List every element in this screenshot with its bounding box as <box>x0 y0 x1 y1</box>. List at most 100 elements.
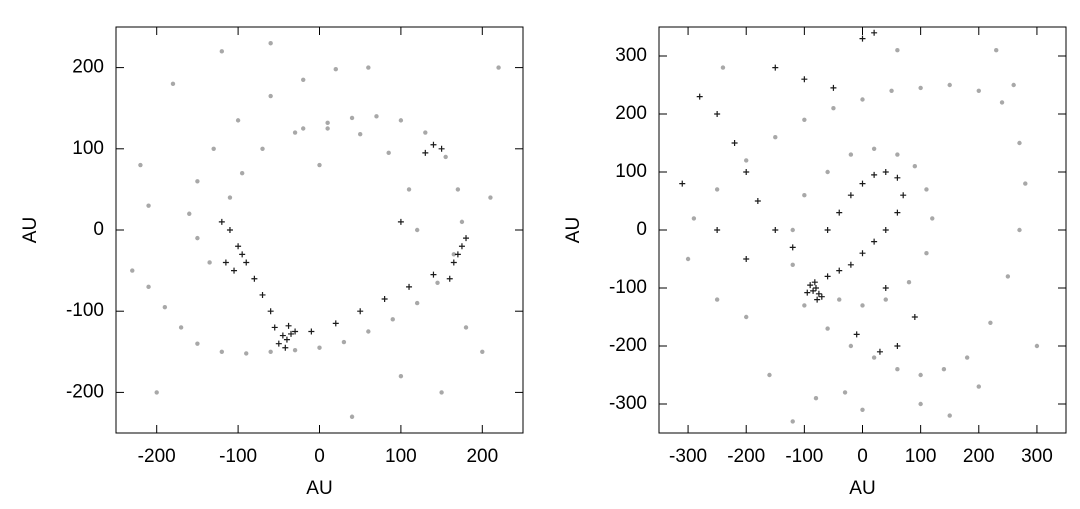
particle-dot <box>906 280 912 285</box>
particle-cross <box>454 251 461 258</box>
particle-dot <box>317 162 322 168</box>
particle-dot <box>813 396 819 401</box>
particle-cross <box>882 285 889 291</box>
particle-cross <box>894 174 901 181</box>
particle-dot <box>744 158 749 163</box>
particle-cross <box>818 293 825 300</box>
particle-dot <box>301 126 306 131</box>
y-tick-label: 200 <box>615 103 647 124</box>
particle-cross <box>450 259 457 266</box>
particle-cross <box>292 328 299 335</box>
particle-cross <box>308 328 315 335</box>
particle-cross <box>894 343 901 349</box>
particle-dot <box>154 390 159 395</box>
particle-cross <box>283 336 290 343</box>
particle-dot <box>941 367 947 372</box>
particle-dot <box>211 146 216 151</box>
particle-dot <box>317 345 322 350</box>
x-tick-label: -100 <box>219 446 257 467</box>
particle-dot <box>414 227 420 233</box>
particle-cross <box>267 308 274 315</box>
y-tick-label: -300 <box>609 393 647 414</box>
particle-cross <box>807 282 814 289</box>
particle-cross <box>772 64 779 71</box>
particle-dot <box>325 120 330 126</box>
particle-cross <box>847 192 854 199</box>
particle-dot <box>825 326 830 331</box>
particle-dot <box>207 260 212 265</box>
particle-cross <box>259 291 266 298</box>
particle-cross <box>900 192 907 199</box>
particle-dot <box>918 401 923 407</box>
particle-dot <box>837 297 842 302</box>
particle-cross <box>430 141 437 148</box>
particle-dot <box>349 414 355 419</box>
particle-dot <box>860 97 865 102</box>
particle-dot <box>999 100 1005 105</box>
particle-dot <box>1011 82 1016 88</box>
particle-dot <box>924 187 929 192</box>
particle-dot <box>406 187 412 192</box>
particle-dot <box>244 351 249 356</box>
particle-cross <box>285 322 292 329</box>
particle-dot <box>1017 227 1022 233</box>
particle-cross <box>804 289 811 296</box>
particle-cross <box>271 324 278 331</box>
particle-dot <box>187 211 192 216</box>
particle-dot <box>488 195 493 200</box>
particle-dot <box>976 384 981 389</box>
particle-dot <box>398 373 404 379</box>
particle-cross <box>815 290 822 297</box>
particle-dot <box>825 169 830 175</box>
y-tick-label: -200 <box>609 335 647 356</box>
particle-cross <box>853 331 860 338</box>
particle-cross <box>811 279 818 286</box>
plot-area <box>115 26 524 434</box>
particle-dot <box>455 187 461 192</box>
particle-dot <box>333 67 338 72</box>
particle-dot <box>260 146 265 151</box>
particle-dot <box>292 130 298 135</box>
x-tick-label: 300 <box>1021 446 1053 467</box>
particle-dot <box>398 118 404 123</box>
particle-dot <box>219 49 225 54</box>
particle-cross <box>836 209 843 216</box>
particle-dot <box>988 320 993 325</box>
particle-dot <box>714 187 720 192</box>
particle-cross <box>239 251 246 258</box>
particle-dot <box>496 65 501 70</box>
particle-dot <box>860 303 865 308</box>
particle-dot <box>130 268 135 273</box>
particle-cross <box>235 243 242 250</box>
particle-dot <box>443 154 448 160</box>
particle-dot <box>744 314 749 320</box>
particle-cross <box>859 180 866 187</box>
particle-cross <box>882 169 889 175</box>
particle-cross <box>871 238 878 245</box>
particle-dot <box>1023 181 1028 186</box>
particle-dot <box>366 329 371 334</box>
particle-cross <box>251 275 258 282</box>
y-axis-label: AU <box>563 217 584 243</box>
particle-dot <box>848 343 854 349</box>
particle-dot <box>895 152 900 157</box>
particle-dot <box>235 118 241 123</box>
particle-cross <box>810 287 817 294</box>
particle-dot <box>146 203 151 208</box>
x-tick-label: 100 <box>905 446 937 467</box>
particle-cross <box>430 271 437 278</box>
y-tick-label: 200 <box>72 57 104 78</box>
particle-cross <box>743 169 750 175</box>
y-tick-label: 300 <box>615 45 647 66</box>
particle-cross <box>814 296 821 303</box>
particle-dot <box>1034 343 1040 349</box>
particle-cross <box>731 140 738 146</box>
particle-dot <box>414 300 420 306</box>
x-tick-label: -300 <box>669 446 707 467</box>
particle-cross <box>222 259 229 266</box>
particle-cross <box>275 340 282 347</box>
particle-dot <box>860 407 865 412</box>
particle-dot <box>301 77 306 82</box>
particle-dot <box>423 130 428 135</box>
particle-dot <box>195 235 200 241</box>
